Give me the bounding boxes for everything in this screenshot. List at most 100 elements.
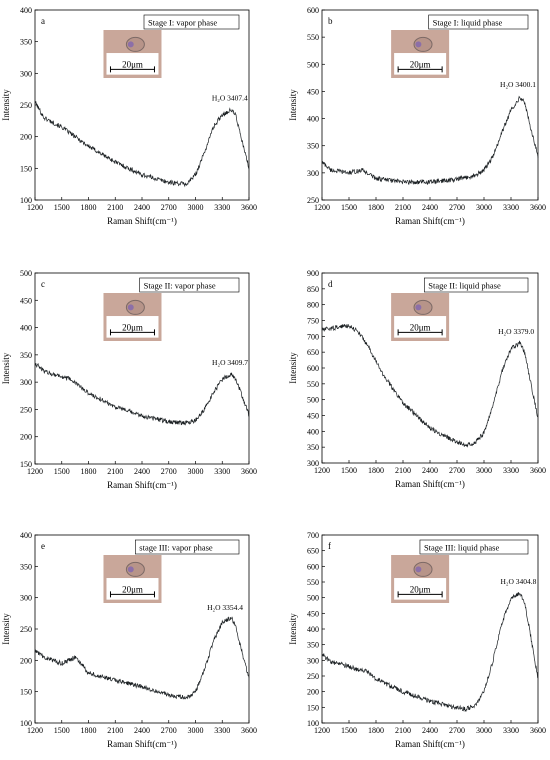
x-tick-label: 3600 — [530, 726, 546, 735]
y-tick-label: 300 — [20, 69, 32, 78]
spectrum-line — [321, 323, 539, 448]
y-tick-label: 300 — [20, 594, 32, 603]
x-tick-label: 1500 — [341, 203, 357, 212]
y-tick-label: 400 — [307, 115, 319, 124]
inclusion-shape — [125, 36, 145, 52]
panel-title: Stage I: vapor phase — [148, 18, 217, 28]
x-tick-label: 3000 — [476, 726, 492, 735]
y-tick-label: 300 — [307, 169, 319, 178]
y-tick-label: 450 — [307, 87, 319, 96]
y-tick-label: 500 — [307, 60, 319, 69]
x-axis-label: Raman Shift(cm⁻¹) — [395, 739, 465, 749]
vapor-bubble — [415, 41, 422, 48]
y-axis-label: Intensity — [1, 89, 11, 121]
chart-panel-f: 1200 1500 1800 2100 2400 2700 3000 3300 3600 100 1… — [288, 531, 546, 749]
y-tick-label: 100 — [20, 719, 32, 728]
x-tick-label: 1500 — [341, 726, 357, 735]
y-tick-label: 600 — [307, 562, 319, 571]
spectrum-line — [321, 592, 539, 713]
panel-letter: f — [328, 541, 331, 551]
inclusion-shape — [413, 561, 433, 577]
y-tick-label: 500 — [307, 396, 319, 405]
x-tick-label: 3000 — [188, 203, 204, 212]
title-box — [428, 14, 529, 30]
y-tick-label: 400 — [20, 6, 32, 15]
x-tick-label: 2400 — [134, 203, 150, 212]
chart-panel-c: 1200 1500 1800 2100 2400 2700 3000 3300 3600 150 2… — [1, 269, 257, 490]
peak-annotation: H₂O 3354.4 — [207, 603, 243, 612]
spectrum-line — [34, 363, 250, 426]
y-tick-label: 250 — [307, 672, 319, 681]
title-box — [139, 277, 240, 293]
x-tick-label: 2700 — [449, 203, 465, 212]
peak-annotation: H₂O 3409.7 — [212, 358, 248, 367]
panel-letter: d — [328, 279, 333, 289]
x-tick-label: 2100 — [395, 466, 411, 475]
x-tick-label: 1800 — [81, 726, 97, 735]
x-tick-label: 3000 — [188, 467, 204, 476]
y-tick-label: 150 — [20, 460, 32, 469]
y-axis-label: Intensity — [288, 89, 298, 121]
y-axis-label: Intensity — [1, 352, 11, 384]
y-tick-label: 550 — [307, 33, 319, 42]
x-axis-label: Raman Shift(cm⁻¹) — [107, 739, 177, 749]
x-tick-label: 1800 — [81, 203, 97, 212]
x-tick-label: 3300 — [214, 467, 230, 476]
y-tick-label: 650 — [307, 547, 319, 556]
x-tick-label: 1200 — [314, 203, 330, 212]
y-tick-label: 400 — [307, 427, 319, 436]
inclusion-shape — [125, 299, 145, 315]
scale-bar-label: 20μm — [122, 584, 143, 594]
x-tick-label: 1200 — [27, 726, 43, 735]
x-axis-label: Raman Shift(cm⁻¹) — [107, 480, 177, 490]
y-tick-label: 850 — [307, 285, 319, 294]
x-tick-label: 3600 — [241, 726, 257, 735]
x-tick-label: 1200 — [27, 203, 43, 212]
y-tick-label: 100 — [20, 196, 32, 205]
y-axis-label: Intensity — [1, 613, 11, 645]
x-tick-label: 1800 — [368, 726, 384, 735]
scale-bar-label: 20μm — [410, 584, 431, 594]
y-tick-label: 450 — [307, 609, 319, 618]
y-tick-label: 450 — [20, 296, 32, 305]
y-tick-label: 300 — [20, 378, 32, 387]
panel-letter: b — [328, 16, 333, 26]
y-tick-label: 350 — [307, 142, 319, 151]
y-tick-label: 200 — [20, 433, 32, 442]
panel-letter: a — [41, 16, 45, 26]
x-tick-label: 2100 — [395, 726, 411, 735]
y-tick-label: 100 — [307, 719, 319, 728]
y-tick-label: 350 — [307, 443, 319, 452]
x-tick-label: 2700 — [161, 726, 177, 735]
x-tick-label: 3600 — [530, 466, 546, 475]
panel-title: Stage III: liquid phase — [424, 543, 500, 553]
panel-title: stage III: vapor phase — [139, 543, 213, 553]
x-tick-label: 2400 — [422, 726, 438, 735]
x-tick-label: 2400 — [422, 203, 438, 212]
y-tick-label: 300 — [307, 459, 319, 468]
x-tick-label: 2700 — [161, 467, 177, 476]
y-tick-label: 700 — [307, 332, 319, 341]
spectrum-line — [34, 616, 250, 700]
vapor-bubble — [415, 566, 422, 573]
x-tick-label: 2100 — [395, 203, 411, 212]
vapor-bubble — [127, 304, 134, 311]
scale-bar-label: 20μm — [122, 322, 143, 332]
peak-annotation: H₂O 3407.4 — [212, 94, 248, 103]
y-tick-label: 400 — [307, 625, 319, 634]
x-tick-label: 2100 — [107, 203, 123, 212]
x-tick-label: 1500 — [54, 203, 70, 212]
y-tick-label: 200 — [20, 133, 32, 142]
x-tick-label: 3300 — [503, 203, 519, 212]
y-tick-label: 350 — [20, 38, 32, 47]
vapor-bubble — [415, 304, 422, 311]
chart-panel-b: 1200 1500 1800 2100 2400 2700 3000 3300 3600 250 3… — [288, 6, 546, 226]
y-tick-label: 350 — [20, 351, 32, 360]
x-tick-label: 3300 — [214, 726, 230, 735]
x-tick-label: 1800 — [368, 466, 384, 475]
y-tick-label: 450 — [307, 412, 319, 421]
y-tick-label: 400 — [20, 531, 32, 540]
x-tick-label: 3300 — [503, 726, 519, 735]
x-tick-label: 3000 — [188, 726, 204, 735]
